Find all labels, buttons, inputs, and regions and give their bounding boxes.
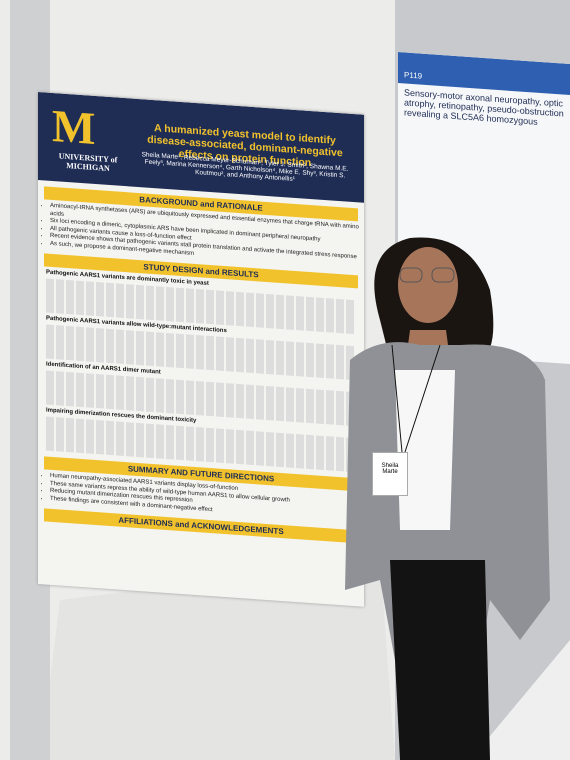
glasses xyxy=(431,267,455,283)
lanyard xyxy=(391,344,403,453)
glasses xyxy=(399,267,423,283)
face xyxy=(398,247,458,323)
badge-last: Marte xyxy=(382,469,398,475)
badge-first: Sheila xyxy=(381,463,399,469)
board-fold xyxy=(40,560,395,760)
floor xyxy=(470,640,570,760)
lanyard xyxy=(404,344,441,453)
shirt xyxy=(395,370,455,530)
pants xyxy=(390,560,490,760)
name-badge: Sheila Marte xyxy=(372,452,408,496)
